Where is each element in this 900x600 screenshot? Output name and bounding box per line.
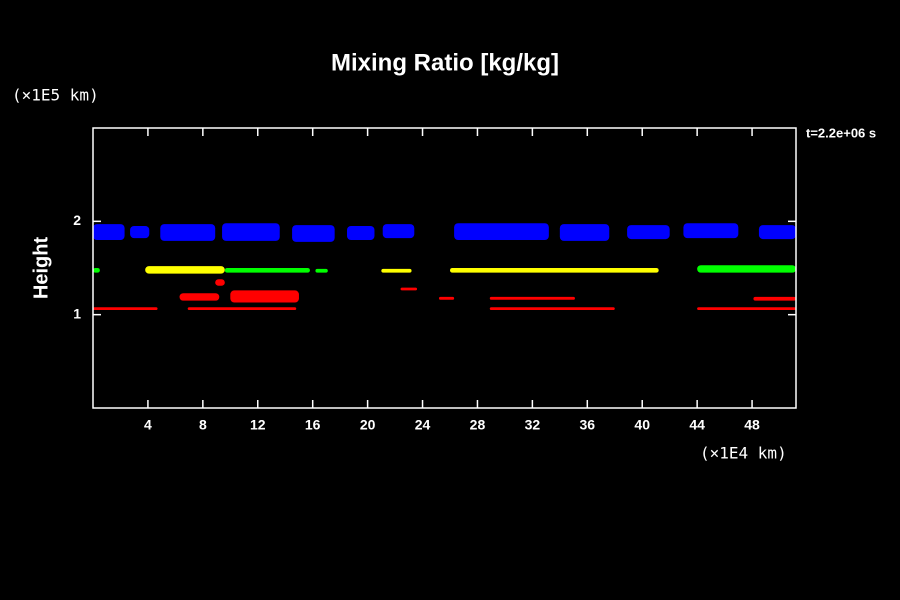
contour-region <box>697 265 796 273</box>
contour-region <box>454 223 549 240</box>
x-tick-label: 48 <box>744 417 760 433</box>
contour-region <box>382 224 415 239</box>
y-unit: (×1E5 km) <box>12 86 99 105</box>
y-tick-label: 2 <box>73 212 81 228</box>
plot-frame <box>92 127 797 409</box>
x-tick-label: 24 <box>415 417 431 433</box>
contour-region <box>449 268 659 273</box>
contour-region <box>683 223 739 239</box>
x-unit: (×1E4 km) <box>700 444 787 463</box>
contour-region <box>160 224 216 241</box>
x-tick-label: 20 <box>360 417 376 433</box>
contour-region <box>753 296 796 301</box>
y-axis-label: Height <box>30 237 52 300</box>
contour-region <box>222 223 280 241</box>
contour-region <box>215 279 225 286</box>
contour-region <box>439 296 455 300</box>
contour-region <box>230 290 299 303</box>
contour-region <box>292 225 335 242</box>
contour-region <box>93 224 125 240</box>
contour-region <box>145 266 225 274</box>
contour-region <box>758 225 796 240</box>
chart-title: Mixing Ratio [kg/kg] <box>331 49 559 76</box>
x-tick-label: 28 <box>470 417 486 433</box>
x-tick-label: 16 <box>305 417 321 433</box>
x-tick-label: 40 <box>634 417 650 433</box>
contour-region <box>93 307 158 310</box>
time-annotation: t=2.2e+06 s <box>806 125 876 140</box>
x-tick-label: 44 <box>689 417 705 433</box>
x-tick-label: 12 <box>250 417 266 433</box>
x-tick-label: 4 <box>144 417 152 433</box>
contour-region <box>489 296 575 300</box>
x-tick-label: 36 <box>580 417 596 433</box>
y-tick-label: 1 <box>73 305 81 321</box>
contour-region <box>347 226 375 240</box>
contour-region <box>224 268 310 273</box>
contour-region <box>559 224 610 241</box>
contour-region <box>489 307 615 310</box>
contour-region <box>381 268 412 273</box>
contour-region <box>315 268 328 273</box>
contour-region <box>627 225 670 240</box>
contour-region <box>179 293 220 301</box>
x-tick-label: 8 <box>199 417 207 433</box>
x-tick-label: 32 <box>525 417 541 433</box>
contour-region <box>187 307 297 310</box>
contour-region <box>400 287 418 291</box>
contour-region <box>130 226 150 239</box>
contour-region <box>697 307 796 310</box>
contour-region <box>93 268 100 273</box>
